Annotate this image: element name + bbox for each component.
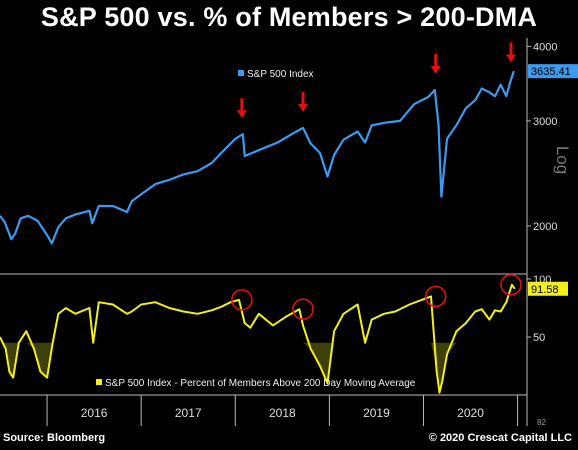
peak-arrow-head — [298, 103, 309, 112]
source-label: Source: Bloomberg — [3, 432, 106, 444]
breadth-last-value-label: 91.58 — [531, 284, 559, 296]
spx-legend-swatch — [238, 70, 244, 76]
chart-title: S&P 500 vs. % of Members > 200-DMA — [40, 2, 538, 32]
breadth-legend-label: S&P 500 Index - Percent of Members Above… — [105, 378, 416, 389]
spx-tick-label: 3000 — [533, 116, 557, 128]
spx-tick-label: 4000 — [533, 41, 557, 53]
peak-arrow-head — [430, 66, 441, 75]
peak-circle — [500, 273, 522, 296]
chart-frame — [0, 38, 528, 426]
year-label: 2018 — [269, 406, 296, 420]
peak-circle — [292, 298, 314, 320]
spx-panel: 4000 3000 2000 Log S&P 500 Index 3635.41 — [0, 41, 578, 245]
year-label: 2019 — [363, 406, 390, 420]
spx-legend-label: S&P 500 Index — [247, 69, 314, 80]
peak-arrow-head — [506, 54, 517, 63]
peak-arrow-head — [236, 110, 247, 119]
x-axis: 2016 2017 2018 2019 2020 82 — [46, 395, 546, 427]
corner-label: 82 — [537, 418, 546, 427]
year-label: 2020 — [457, 406, 484, 420]
spx-tick-label: 2000 — [533, 221, 557, 233]
breadth-last-value-tag — [528, 281, 568, 296]
year-label: 2016 — [81, 406, 108, 420]
copyright-label: © 2020 Crescat Capital LLC — [428, 432, 572, 444]
log-scale-label: Log — [553, 146, 572, 174]
breadth-tick-label: 50 — [533, 332, 545, 344]
breadth-series-line — [0, 283, 516, 394]
spx-series-line — [0, 70, 515, 245]
spx-last-value-label: 3635.41 — [531, 66, 571, 78]
spx-last-value-tag — [528, 64, 578, 79]
peak-circle — [424, 285, 447, 308]
year-label: 2017 — [175, 406, 202, 420]
peak-circle — [231, 289, 253, 311]
breadth-legend-swatch — [96, 379, 102, 385]
